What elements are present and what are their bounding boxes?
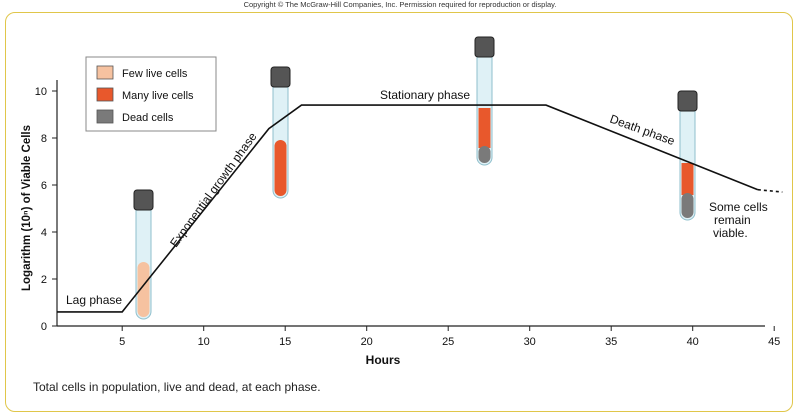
x-tick-label: 30 [524, 336, 536, 348]
lag-phase-label: Lag phase [66, 293, 122, 307]
x-ticks: 5 10 15 20 25 30 35 40 45 [119, 326, 780, 348]
y-tick-label: 10 [35, 86, 47, 98]
x-tick-label: 15 [279, 336, 291, 348]
y-tick-label: 8 [41, 133, 47, 145]
x-tick-label: 25 [442, 336, 454, 348]
legend: Few live cells Many live cells Dead cell… [85, 56, 217, 132]
survivors-label-line2: remain [714, 213, 751, 227]
tube-lag-phase [133, 189, 154, 320]
x-tick-label: 35 [605, 336, 617, 348]
x-tick-label: 10 [198, 336, 210, 348]
tube-death-phase [677, 90, 698, 221]
x-axis-label: Hours [366, 353, 401, 367]
y-tick-label: 6 [41, 180, 47, 192]
survivors-label-line3: viable. [713, 226, 748, 240]
y-ticks: 0 2 4 6 8 10 [35, 86, 57, 333]
copyright-notice: Copyright © The McGraw-Hill Companies, I… [243, 0, 557, 9]
x-tick-label: 45 [768, 336, 780, 348]
legend-swatch-dead [96, 109, 114, 124]
legend-label-many-live: Many live cells [122, 90, 194, 102]
y-tick-label: 2 [41, 274, 47, 286]
death-phase-label: Death phase [608, 112, 677, 149]
y-tick-label: 0 [41, 321, 47, 333]
legend-label-dead: Dead cells [122, 112, 174, 124]
y-axis-label: Logarithm (10ⁿ) of Viable Cells [21, 125, 33, 291]
stationary-phase-label: Stationary phase [380, 88, 470, 102]
legend-swatch-many-live [96, 87, 114, 102]
exponential-phase-label: Exponential growth phase [167, 130, 260, 250]
x-tick-label: 40 [687, 336, 699, 348]
x-tick-label: 20 [361, 336, 373, 348]
figure-caption: Total cells in population, live and dead… [33, 380, 321, 394]
legend-label-few-live: Few live cells [122, 68, 188, 80]
growth-curve-dotted-tail [757, 188, 783, 193]
tube-stationary-phase [474, 36, 495, 166]
growth-curve-line [57, 104, 759, 313]
survivors-label-line1: Some cells [709, 200, 768, 214]
y-tick-label: 4 [41, 227, 47, 239]
x-tick-label: 5 [119, 336, 125, 348]
tube-exponential-phase [270, 66, 291, 199]
legend-swatch-few-live [96, 65, 114, 80]
